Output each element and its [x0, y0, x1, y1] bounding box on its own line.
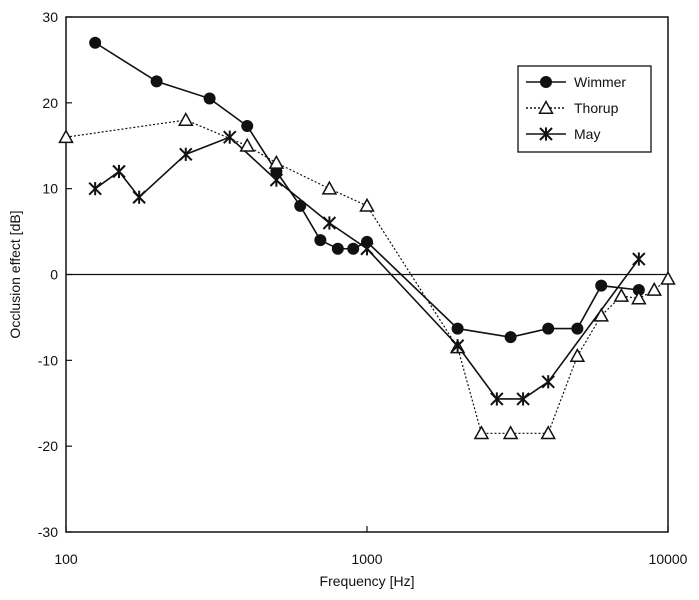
data-point-thorup [239, 137, 255, 152]
x-axis-title: Frequency [Hz] [320, 573, 415, 589]
data-point-may [112, 164, 126, 179]
data-point-wimmer [331, 242, 344, 255]
data-point-thorup [613, 287, 630, 302]
data-point-wimmer [294, 199, 307, 212]
legend-label-may: May [574, 126, 600, 142]
data-point-thorup [268, 154, 285, 169]
data-point-may [269, 173, 284, 187]
data-point-thorup [321, 180, 338, 195]
data-point-may [179, 147, 193, 162]
data-point-wimmer [347, 242, 360, 255]
data-point-wimmer [571, 322, 584, 335]
y-tick-label: -30 [38, 524, 58, 540]
data-point-may [516, 392, 530, 406]
y-tick-label: 30 [42, 9, 58, 25]
data-point-thorup [540, 425, 556, 440]
x-tick-label: 10000 [649, 551, 688, 567]
data-point-thorup [473, 425, 490, 440]
data-point-wimmer [241, 120, 254, 133]
data-point-thorup [593, 307, 609, 322]
data-point-thorup [660, 270, 676, 285]
y-tick-label: -20 [38, 438, 58, 454]
data-point-may [632, 252, 646, 266]
data-point-may [322, 216, 337, 230]
data-point-thorup [359, 197, 375, 212]
data-point-wimmer [314, 234, 327, 247]
legend-label-thorup: Thorup [574, 100, 619, 116]
series-line-thorup [65, 119, 669, 434]
data-point-may [490, 392, 504, 406]
data-point-may [450, 339, 465, 353]
data-point-wimmer [504, 331, 517, 344]
data-point-thorup [178, 111, 194, 126]
legend-label-wimmer: Wimmer [574, 74, 626, 90]
data-point-may [88, 181, 102, 196]
data-point-may [541, 375, 555, 389]
y-axis-title: Occlusion effect [dB] [7, 210, 23, 338]
data-point-wimmer [89, 36, 102, 49]
legend-marker-thorup [538, 99, 554, 114]
series-line-wimmer [94, 42, 639, 338]
data-point-thorup [502, 425, 519, 440]
data-point-wimmer [150, 75, 163, 88]
data-point-thorup [569, 347, 586, 362]
data-point-thorup [58, 129, 74, 144]
legend-marker-may [539, 127, 553, 141]
legend-box [517, 65, 652, 153]
y-tick-label: 10 [42, 181, 58, 197]
y-tick-label: 20 [42, 95, 58, 111]
legend: Wimmer Thorup May [517, 65, 652, 153]
data-point-wimmer [451, 322, 464, 335]
data-point-wimmer [203, 92, 216, 105]
data-point-wimmer [595, 279, 608, 292]
data-point-thorup [631, 290, 647, 305]
data-point-may [132, 190, 146, 204]
data-point-wimmer [542, 322, 555, 335]
data-point-may [360, 242, 374, 256]
legend-marker-wimmer [540, 76, 552, 88]
data-point-may [223, 130, 237, 144]
x-tick-label: 1000 [351, 551, 382, 567]
y-tick-label: 0 [50, 267, 58, 283]
y-tick-label: -10 [38, 352, 58, 368]
x-tick-label: 100 [54, 551, 78, 567]
data-point-thorup [646, 281, 663, 296]
